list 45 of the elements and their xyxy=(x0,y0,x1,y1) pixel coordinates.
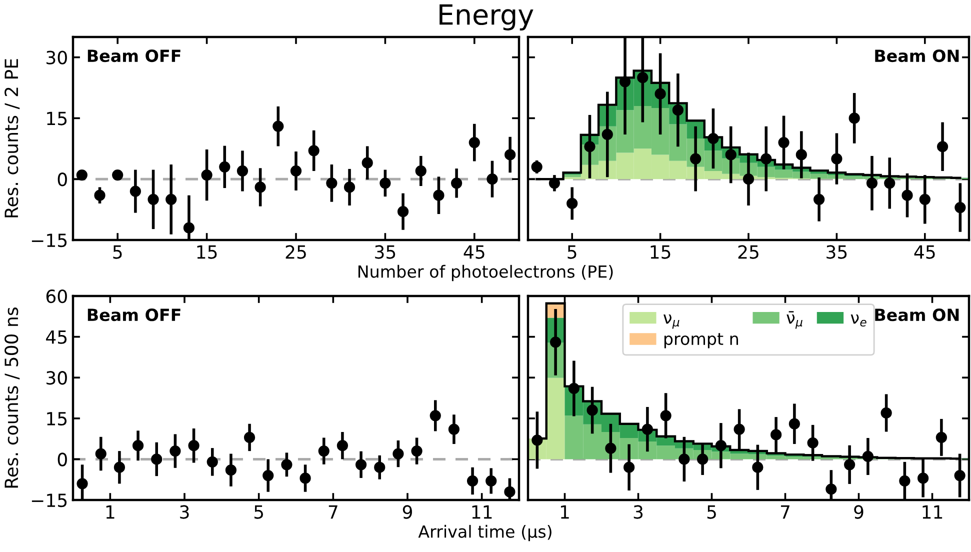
x-tick-label: 35 xyxy=(375,245,396,259)
x-tick-label: 7 xyxy=(780,505,790,519)
x-axis-title: Arrival time (μs) xyxy=(418,524,552,542)
x-tick-label: 5 xyxy=(707,505,716,519)
legend-label: ν̄$_{μ}$ xyxy=(786,311,802,329)
y-tick-label: 0 xyxy=(58,452,67,466)
legend-label: ν$_{μ}$ xyxy=(664,314,680,329)
y-tick-label: 30 xyxy=(46,50,67,64)
y-tick-label: 0 xyxy=(58,172,67,186)
x-tick-label: 7 xyxy=(328,505,338,519)
x-tick-label: 1 xyxy=(106,505,114,519)
x-tick-label: 3 xyxy=(634,505,643,519)
chart-title: Energy xyxy=(440,4,534,30)
y-tick-label: −15 xyxy=(32,494,67,508)
annotation: Beam ON xyxy=(875,308,959,322)
x-tick-label: 11 xyxy=(472,505,492,519)
legend-label: ν$_{e}$ xyxy=(850,314,866,327)
annotation: Beam OFF xyxy=(88,49,180,62)
annotation: Beam ON xyxy=(875,49,959,62)
x-tick-label: 25 xyxy=(738,245,758,259)
x-tick-label: 45 xyxy=(464,245,484,259)
x-tick-label: 3 xyxy=(180,505,189,519)
x-tick-label: 11 xyxy=(922,505,942,519)
y-tick-label: 45 xyxy=(46,330,67,344)
x-tick-label: 9 xyxy=(854,505,864,519)
x-tick-label: 5 xyxy=(568,245,576,259)
x-tick-label: 9 xyxy=(402,505,412,519)
y-axis-title: Res. counts / 2 PE xyxy=(4,59,20,218)
x-tick-label: 35 xyxy=(826,245,847,259)
y-tick-label: 15 xyxy=(47,112,67,126)
y-tick-label: 15 xyxy=(47,412,67,426)
x-tick-label: 5 xyxy=(113,245,122,259)
x-tick-label: 15 xyxy=(650,245,670,259)
x-tick-label: 25 xyxy=(286,245,306,259)
x-axis-title: Number of photoelectrons (PE) xyxy=(358,264,613,282)
x-tick-label: 15 xyxy=(197,245,217,259)
y-axis-title: Res. counts / 500 ns xyxy=(4,308,20,488)
y-tick-label: 30 xyxy=(46,371,67,385)
x-tick-label: 5 xyxy=(254,505,263,519)
legend-label: prompt n xyxy=(664,333,738,348)
x-tick-label: 1 xyxy=(560,505,569,519)
y-tick-label: 60 xyxy=(46,289,67,304)
y-tick-label: −15 xyxy=(32,234,67,248)
annotation: Beam OFF xyxy=(88,308,180,322)
x-tick-label: 45 xyxy=(914,245,935,259)
